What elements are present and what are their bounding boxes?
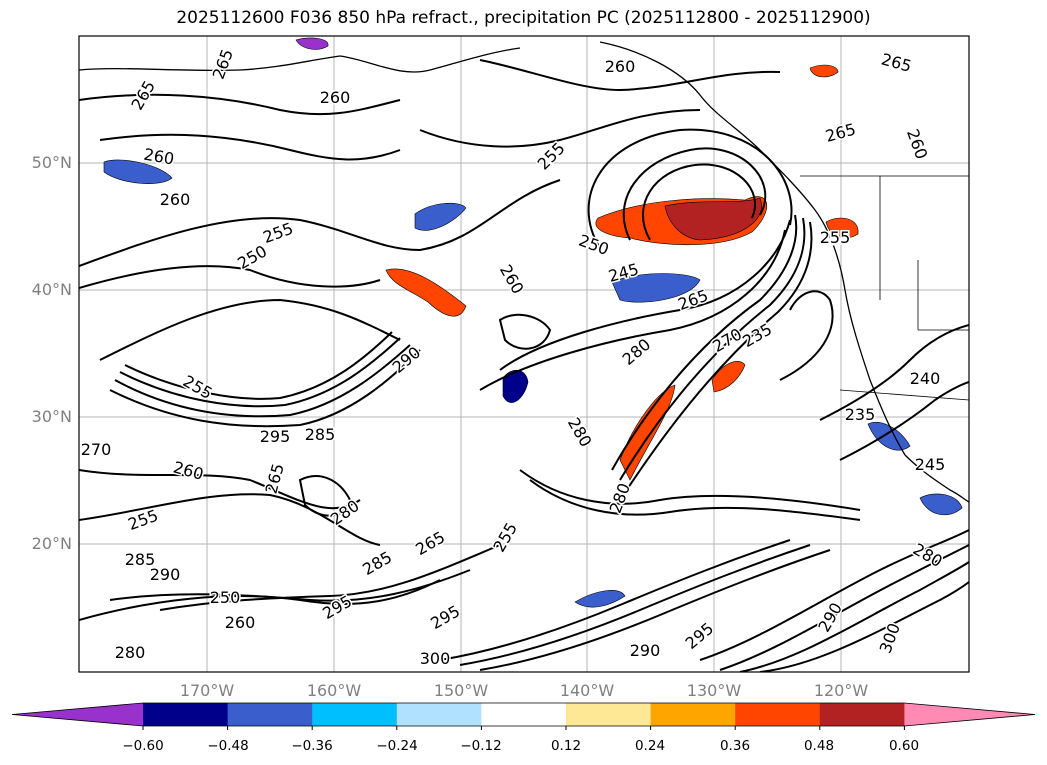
colorbar-segment [312,703,398,726]
colorbar-tick-label: 0.48 [803,738,835,754]
precip-negative-nw [103,159,173,184]
lat-label-20n: 20°N [31,534,72,553]
lon-label-150w: 150°W [433,681,489,700]
colorbar-tick-label: 0.12 [550,738,582,754]
contour-label: 240 [910,369,941,388]
contour-label: 245 [915,455,946,474]
precip-negative-south [574,590,626,608]
colorbar-extend-min [12,703,143,726]
lon-label-170w: 170°W [179,681,235,700]
colorbar-tick-label: 0.24 [634,738,666,754]
precip-negative-east [611,273,701,303]
precip-positive-east [711,361,746,393]
colorbar-tick-label: 0.36 [719,738,751,754]
contour-label: 285 [305,425,336,444]
contour-label: 235 [845,405,876,424]
contour-label: 260 [160,190,191,209]
colorbar [11,702,1036,730]
lon-label-140w: 140°W [559,681,615,700]
lon-label-130w: 130°W [686,681,742,700]
colorbar-tick-label: −0.60 [122,738,164,754]
coastlines [79,41,969,503]
colorbar-extend-max [904,703,1035,726]
contour-label: 260 [605,57,636,76]
precip-positive-coast [825,217,859,239]
plot-title: 2025112600 F036 850 hPa refract., precip… [176,8,871,28]
map-background [79,36,969,672]
colorbar-segment [566,703,652,726]
colorbar-segment [143,703,229,726]
borders [800,175,969,401]
precip-negative-mid [502,369,529,403]
lon-label-160w: 160°W [306,681,362,700]
precip-negative-se [919,493,963,516]
colorbar-tick-label: 0.60 [888,738,920,754]
contour-label: 290 [150,565,181,584]
gridlines [79,36,969,672]
contour-label: 260 [320,88,351,107]
contour-label: 250 [210,588,241,607]
lat-label-40n: 40°N [31,280,72,299]
precip-positive-front [385,268,467,317]
colorbar-segment [650,703,736,726]
map-frame [78,35,970,673]
precip-positive-core [664,197,762,241]
precip-negative-gulf [414,202,467,231]
colorbar-segment [227,703,313,726]
colorbar-tick-label: −0.48 [207,738,249,754]
refractivity-contours [79,59,969,672]
contour-label: 285 [125,550,156,569]
contour-label: 260 [225,613,256,632]
colorbar-segment [819,703,905,726]
contour-label: 280 [115,643,146,662]
lon-label-120w: 120°W [813,681,869,700]
contour-label: 270 [81,440,112,459]
precip-positive-ne [809,64,839,78]
contour-label: 295 [260,427,291,446]
contour-label: 265 [879,50,913,76]
contour-label: 300 [420,649,451,668]
precip-negative-sw [867,422,911,451]
contour-label: 255 [820,229,851,248]
contour-label: 255 [820,228,851,247]
contour-label: 235 [845,405,876,424]
colorbar-tick-label: −0.24 [376,738,418,754]
colorbar-tick-label: −0.12 [460,738,502,754]
colorbar-segment [396,703,482,726]
colorbar-tick-label: −0.36 [291,738,333,754]
lat-label-50n: 50°N [31,153,72,172]
contour-label: 290 [630,641,661,660]
lat-label-30n: 30°N [31,407,72,426]
precip-negative-top [295,37,329,50]
colorbar-segment [735,703,821,726]
colorbar-segment [481,703,567,726]
